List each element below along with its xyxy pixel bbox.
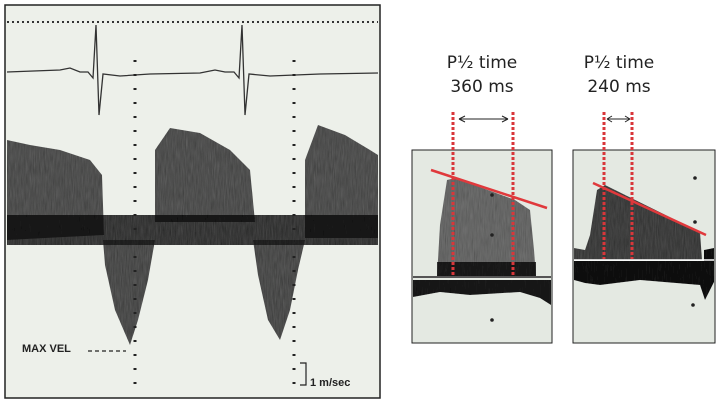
outflow-envelope: [253, 240, 305, 340]
baseline-band: [574, 261, 714, 300]
baseline-band: [413, 280, 551, 305]
pressure-half-time-panel-2: P½ time 240 ms: [572, 53, 716, 344]
scale-bracket: [300, 362, 307, 386]
panel-title: P½ time: [584, 53, 655, 73]
panel-value: 240 ms: [587, 77, 650, 97]
doppler-envelope: [437, 178, 536, 277]
baseline-band: [7, 215, 378, 245]
doppler-envelope: [574, 185, 702, 260]
max-vel-label: MAX VEL: [22, 343, 71, 355]
inflow-envelope: [305, 125, 378, 238]
interval-arrow: [458, 115, 509, 123]
panel-title: P½ time: [447, 53, 518, 73]
deceleration-slope-line: [592, 181, 707, 237]
pressure-half-time-panel-1: P½ time 360 ms: [411, 53, 553, 344]
panel-value: 360 ms: [450, 77, 513, 97]
interval-arrow: [606, 115, 631, 123]
scale-label: 1 m/sec: [310, 377, 350, 389]
ecg-trace: [6, 24, 379, 116]
inflow-envelope: [155, 128, 255, 222]
outflow-envelope: [103, 240, 155, 345]
deceleration-slope-line: [430, 168, 548, 210]
continuous-wave-doppler-trace: MAX VEL 1 m/sec: [4, 4, 381, 399]
